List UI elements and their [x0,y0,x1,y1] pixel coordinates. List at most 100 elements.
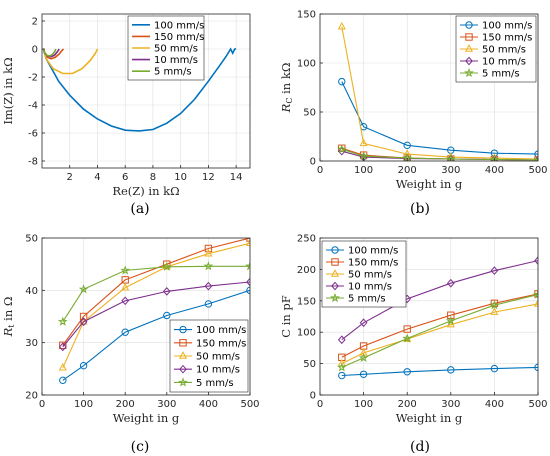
data-point-50-mm-s [337,358,346,367]
x-axis-label: Weight in g [396,177,463,191]
data-point-5-mm-s [57,316,68,326]
series-line-10-mm-s [341,260,538,341]
legend-label-100-mm-s: 100 mm/s [154,20,204,31]
data-point-10-mm-s [58,342,67,352]
data-point-100-mm-s [403,141,411,150]
y-axis-label: Rt in Ω [1,297,16,338]
series-line-50-mm-s [62,242,250,369]
legend-marker-5-mm-s [330,292,340,303]
series-line-5-mm-s [42,48,57,57]
panel-c: (c) 0 100 200 300 400 500 20 30 40 50 Weight in g R… [1,234,260,456]
x-tick-label: 300 [441,399,460,410]
panel-a: (a) 2 4 6 8 10 12 14 2 0 -2 -4 -6 -8 Re(Z) in kΩ Im(Z)… [1,13,251,217]
plot-frame [41,13,251,169]
series-line-50-mm-s [341,303,538,365]
data-point-50-mm-s [121,282,130,291]
legend-label-10-mm-s: 10 mm/s [154,55,198,66]
y-tick-label: -6 [28,129,38,140]
data-point-50-mm-s [490,307,499,315]
x-tick-label: 10 [174,172,187,183]
x-tick-label: 500 [240,399,259,410]
legend-marker-50-mm-s [178,351,188,359]
x-tick-label: 400 [485,165,504,176]
x-axis-label: Re(Z) in kΩ [112,184,179,198]
plot-frame [319,13,539,162]
y-tick-label: 50 [303,359,316,370]
data-point-5-mm-s [402,333,413,343]
panel-d: (d) 0 100 200 300 400 500 0 50 100 150 200 250 Weigh… [279,234,548,456]
data-point-10-mm-s [446,278,455,288]
x-tick-label: 6 [122,172,128,183]
y-tick-label: 2 [32,17,38,28]
legend-label-50-mm-s: 50 mm/s [482,45,526,56]
x-tick-label: 0 [317,399,323,410]
y-tick-label: 150 [297,10,316,21]
series-line-100-mm-s [62,289,250,381]
data-point-5-mm-s [489,300,500,310]
legend-label-5-mm-s: 5 mm/s [348,294,386,305]
data-point-5-mm-s [358,150,369,161]
legend-label-50-mm-s: 50 mm/s [196,352,240,363]
y-tick-label: 100 [297,59,316,70]
series-line-100-mm-s [42,47,237,132]
legend-marker-10-mm-s [465,56,473,66]
data-point-5-mm-s [245,261,250,271]
y-tick-label: 100 [297,328,316,339]
data-point-10-mm-s [246,277,250,287]
legend-label-100-mm-s: 100 mm/s [348,246,398,257]
data-point-100-mm-s [338,371,346,380]
data-point-100-mm-s [121,328,129,336]
x-tick-label: 2 [67,172,73,183]
y-tick-label: 0 [310,391,316,402]
legend-label-150-mm-s: 150 mm/s [348,258,398,269]
y-tick-label: 30 [25,338,38,349]
x-tick-label: 200 [398,165,417,176]
x-tick-label: 500 [528,165,547,176]
x-tick-label: 100 [74,399,93,410]
data-point-100-mm-s [447,366,455,374]
series-line-5-mm-s [62,265,250,322]
data-point-150-mm-s [204,244,213,253]
caption-d: (d) [410,439,430,455]
data-point-100-mm-s [359,370,368,378]
y-axis-label: RC in kΩ [279,63,294,114]
legend-marker-10-mm-s [179,364,187,374]
x-tick-label: 0 [317,165,323,176]
plot-frame [319,237,539,396]
y-tick-label: 200 [297,265,316,276]
legend-marker-100-mm-s [179,325,187,334]
y-axis-label: Im(Z) in kΩ [1,57,15,124]
legend-marker-100-mm-s [465,21,473,29]
legend-label-50-mm-s: 50 mm/s [348,270,392,281]
legend-box [127,15,205,81]
y-tick-label: 50 [303,108,316,119]
y-tick-label: -4 [28,101,38,112]
data-point-100-mm-s [204,300,213,308]
x-axis-label: Weight in g [113,411,180,425]
data-point-5-mm-s [445,315,456,326]
data-point-100-mm-s [79,361,88,370]
data-point-5-mm-s [203,261,214,271]
data-point-100-mm-s [338,77,346,86]
x-tick-label: 8 [150,172,156,183]
data-point-100-mm-s [403,368,411,376]
data-point-5-mm-s [161,261,172,271]
legend-marker-100-mm-s [331,246,339,254]
legend-marker-50-mm-s [330,269,340,277]
x-tick-label: 200 [398,399,417,410]
data-point-5-mm-s [358,352,369,363]
x-tick-label: 300 [441,165,460,176]
x-tick-label: 14 [230,172,243,183]
data-point-5-mm-s [533,289,538,299]
caption-c: (c) [131,439,150,455]
y-tick-label: 0 [32,45,38,56]
y-tick-label: -8 [28,157,38,168]
legend-label-5-mm-s: 5 mm/s [154,67,192,78]
x-tick-label: 0 [39,399,45,410]
data-point-5-mm-s [533,154,538,161]
panel-b: (b) 0 100 200 300 400 500 0 50 100 150 Weight in g… [279,10,548,218]
legend-marker-50-mm-s [464,44,474,52]
plot-frame [41,237,251,396]
